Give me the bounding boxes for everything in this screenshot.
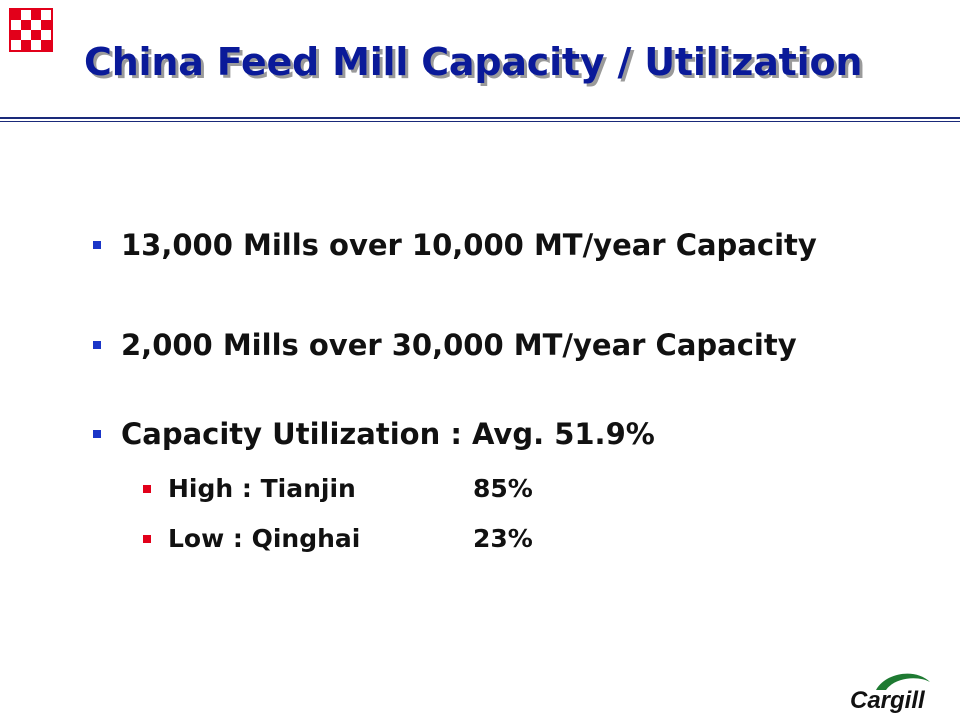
sub-bullet-item: High : Tianjin 85% — [143, 474, 533, 503]
bullet-item: Capacity Utilization : Avg. 51.9% — [93, 417, 655, 451]
bullet-square-icon — [93, 241, 101, 249]
checkerboard-logo — [9, 8, 53, 52]
sub-bullet-item: Low : Qinghai 23% — [143, 524, 533, 553]
title-divider-thin — [0, 121, 960, 122]
sub-bullet-label: High : Tianjin — [168, 474, 356, 503]
bullet-square-icon — [93, 341, 101, 349]
title-divider — [0, 117, 960, 119]
bullet-item: 13,000 Mills over 10,000 MT/year Capacit… — [93, 228, 817, 262]
sub-bullet-label: Low : Qinghai — [168, 524, 361, 553]
bullet-square-icon — [93, 430, 101, 438]
sub-bullet-square-icon — [143, 534, 151, 543]
cargill-logo: Cargill — [850, 673, 930, 714]
sub-bullet-square-icon — [143, 484, 151, 493]
bullet-text: 2,000 Mills over 30,000 MT/year Capacity — [121, 328, 797, 362]
cargill-logo-text: Cargill — [850, 687, 926, 714]
sub-bullet-value: 85% — [473, 474, 533, 503]
bullet-text: 13,000 Mills over 10,000 MT/year Capacit… — [121, 228, 817, 262]
slide-title: China Feed Mill Capacity / Utilization — [84, 40, 863, 84]
bullet-text: Capacity Utilization : Avg. 51.9% — [121, 417, 655, 451]
bullet-item: 2,000 Mills over 30,000 MT/year Capacity — [93, 328, 797, 362]
sub-bullet-value: 23% — [473, 524, 533, 553]
